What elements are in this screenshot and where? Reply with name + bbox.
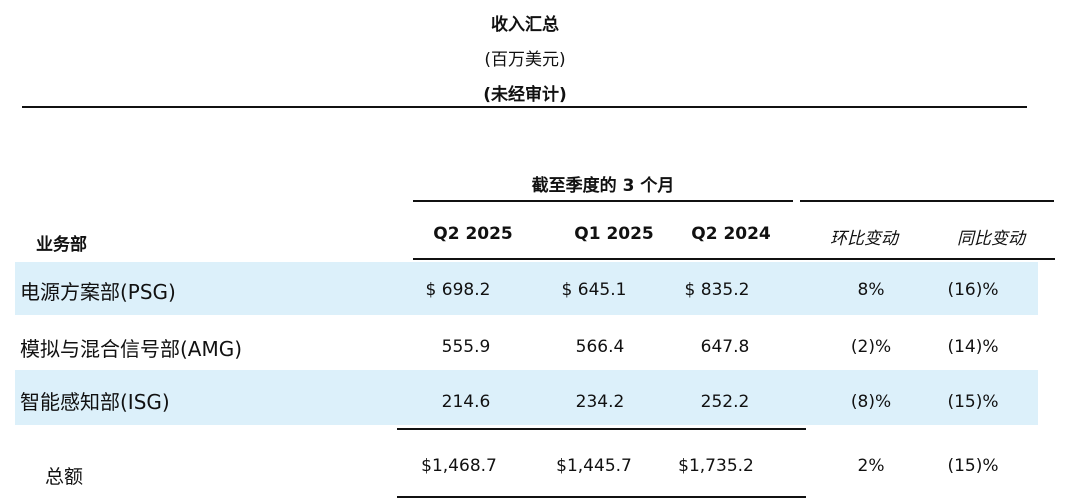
period-header: 截至季度的 3 个月 xyxy=(531,176,675,196)
table-row xyxy=(15,262,1038,315)
col-header-q2-2024: Q2 2024 xyxy=(691,224,771,244)
cell-total-q1-2025: $1,445.7 xyxy=(556,456,632,476)
cell-psg-yoy: (16)% xyxy=(947,280,999,300)
audit-note: (未经审计) xyxy=(483,85,567,105)
title-divider xyxy=(22,106,1027,108)
col-header-qoq: 环比变动 xyxy=(830,229,898,249)
subtotal-rule xyxy=(397,428,806,430)
report-unit: (百万美元) xyxy=(484,50,566,70)
cell-total-q2-2025: $1,468.7 xyxy=(421,456,497,476)
row-header: 业务部 xyxy=(36,235,87,255)
cell-psg-qoq: 8% xyxy=(857,280,885,300)
cell-amg-qoq: (2)% xyxy=(850,337,892,357)
row-label-isg: 智能感知部(ISG) xyxy=(20,390,170,414)
cell-isg-q1-2025: 234.2 xyxy=(575,392,625,412)
change-underline xyxy=(800,200,1054,202)
total-label: 总额 xyxy=(45,466,84,488)
table-row xyxy=(15,370,1038,425)
row-label-psg: 电源方案部(PSG) xyxy=(20,280,176,304)
report-title: 收入汇总 xyxy=(491,15,559,35)
col-header-q1-2025: Q1 2025 xyxy=(574,224,654,244)
header-rule xyxy=(413,258,1055,260)
cell-psg-q2-2024: $ 835.2 xyxy=(684,280,750,300)
cell-total-q2-2024: $1,735.2 xyxy=(678,456,754,476)
period-underline xyxy=(413,200,793,202)
cell-isg-qoq: (8)% xyxy=(850,392,892,412)
cell-psg-q1-2025: $ 645.1 xyxy=(561,280,627,300)
col-header-yoy: 同比变动 xyxy=(957,229,1025,249)
cell-psg-q2-2025: $ 698.2 xyxy=(425,280,491,300)
cell-total-yoy: (15)% xyxy=(947,456,999,476)
cell-amg-q2-2025: 555.9 xyxy=(441,337,491,357)
col-header-q2-2025: Q2 2025 xyxy=(433,224,513,244)
cell-total-qoq: 2% xyxy=(857,456,885,476)
cell-amg-q2-2024: 647.8 xyxy=(700,337,750,357)
cell-isg-yoy: (15)% xyxy=(947,392,999,412)
total-rule xyxy=(397,496,806,498)
cell-amg-q1-2025: 566.4 xyxy=(575,337,625,357)
cell-isg-q2-2025: 214.6 xyxy=(441,392,491,412)
cell-isg-q2-2024: 252.2 xyxy=(700,392,750,412)
cell-amg-yoy: (14)% xyxy=(947,337,999,357)
row-label-amg: 模拟与混合信号部(AMG) xyxy=(20,337,243,361)
